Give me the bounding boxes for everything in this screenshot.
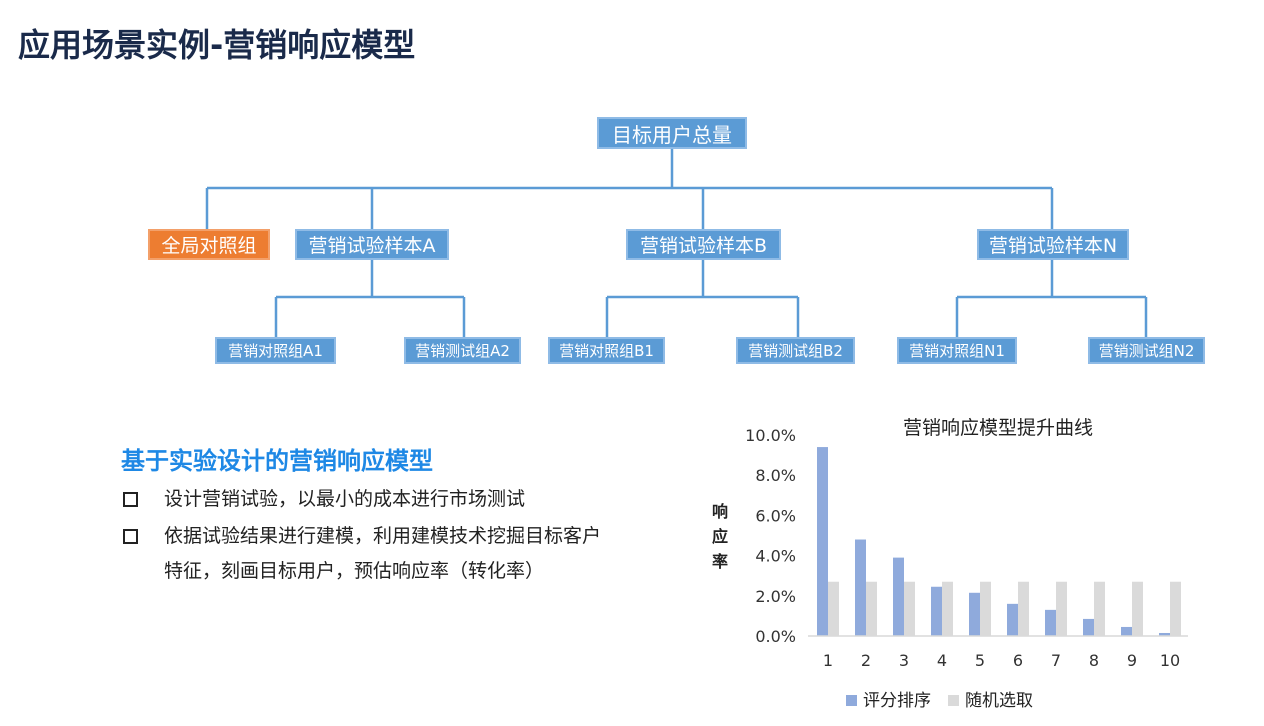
bullet-text: 依据试验结果进行建模，利用建模技术挖掘目标客户特征，刻画目标用户，预估响应率（转… (164, 525, 602, 582)
x-tick-label: 1 (823, 651, 833, 670)
bar-score-sorted (1045, 609, 1056, 636)
y-tick-label: 8.0% (755, 466, 796, 485)
section-heading: 基于实验设计的营销响应模型 (121, 447, 433, 475)
bar-random (1094, 581, 1105, 636)
bullet-list: 设计营销试验，以最小的成本进行市场测试 依据试验结果进行建模，利用建模技术挖掘目… (121, 482, 601, 589)
node-sample-b: 营销试验样本B (626, 229, 781, 260)
y-tick-label: 2.0% (755, 587, 796, 606)
bar-score-sorted (1007, 603, 1018, 636)
node-sample-n: 营销试验样本N (977, 229, 1129, 260)
legend-swatch (948, 695, 959, 706)
y-tick-label: 0.0% (755, 627, 796, 646)
bar-random (1056, 581, 1067, 636)
bar-score-sorted (893, 557, 904, 636)
bar-random (1170, 581, 1181, 636)
bullet-text: 设计营销试验，以最小的成本进行市场测试 (164, 488, 526, 510)
bar-score-sorted (817, 447, 828, 636)
checkbox-square-icon (123, 492, 138, 507)
x-tick-label: 7 (1051, 651, 1061, 670)
x-tick-label: 8 (1089, 651, 1099, 670)
x-tick-label: 5 (975, 651, 985, 670)
y-axis-label-char: 率 (712, 552, 728, 571)
org-tree: 目标用户总量 全局对照组 营销试验样本A 营销试验样本B 营销试验样本N 营销对… (148, 117, 1205, 364)
node-sample-a: 营销试验样本A (295, 229, 449, 260)
lift-chart: 营销响应模型提升曲线 0.0% 2.0% 4.0% 6.0% 8.0% 10.0% 响应率 1 2… (700, 405, 1240, 722)
bar-random (980, 581, 991, 636)
bar-score-sorted (969, 592, 980, 636)
y-axis-label-char: 应 (712, 527, 728, 546)
x-tick-label: 6 (1013, 651, 1023, 670)
lift-chart-svg: 营销响应模型提升曲线 0.0% 2.0% 4.0% 6.0% 8.0% 10.0% 响应率 1 2… (712, 417, 1188, 711)
bar-random (1018, 581, 1029, 636)
node-global-control: 全局对照组 (148, 229, 270, 260)
x-tick-label: 9 (1127, 651, 1137, 670)
bar-score-sorted (1083, 618, 1094, 636)
bar-random (904, 581, 915, 636)
node-n1: 营销对照组N1 (897, 337, 1017, 364)
chart-title: 营销响应模型提升曲线 (903, 417, 1093, 439)
y-axis-label-char: 响 (712, 502, 728, 521)
node-b1: 营销对照组B1 (548, 337, 665, 364)
node-a2: 营销测试组A2 (404, 337, 521, 364)
bullet-item: 依据试验结果进行建模，利用建模技术挖掘目标客户特征，刻画目标用户，预估响应率（转… (121, 519, 601, 589)
bar-score-sorted (1121, 626, 1132, 636)
bullet-item: 设计营销试验，以最小的成本进行市场测试 (121, 482, 601, 517)
checkbox-square-icon (123, 529, 138, 544)
tree-connectors (205, 148, 1148, 338)
legend-label: 评分排序 (863, 691, 931, 711)
bar-score-sorted (855, 539, 866, 636)
bar-score-sorted (1159, 632, 1170, 636)
bar-random (1132, 581, 1143, 636)
bar-random (828, 581, 839, 636)
x-tick-label: 2 (861, 651, 871, 670)
x-tick-label: 4 (937, 651, 947, 670)
x-tick-label: 3 (899, 651, 909, 670)
node-a1: 营销对照组A1 (215, 337, 336, 364)
node-root: 目标用户总量 (597, 117, 747, 149)
bar-random (866, 581, 877, 636)
y-tick-label: 6.0% (755, 506, 796, 525)
bar-score-sorted (931, 586, 942, 636)
node-n2: 营销测试组N2 (1088, 337, 1205, 364)
bar-random (942, 581, 953, 636)
page-title: 应用场景实例-营销响应模型 (18, 26, 416, 64)
legend-label: 随机选取 (965, 691, 1033, 711)
node-b2: 营销测试组B2 (736, 337, 855, 364)
legend-swatch (846, 695, 857, 706)
x-tick-label: 10 (1160, 651, 1180, 670)
y-tick-label: 10.0% (745, 426, 796, 445)
y-tick-label: 4.0% (755, 547, 796, 566)
